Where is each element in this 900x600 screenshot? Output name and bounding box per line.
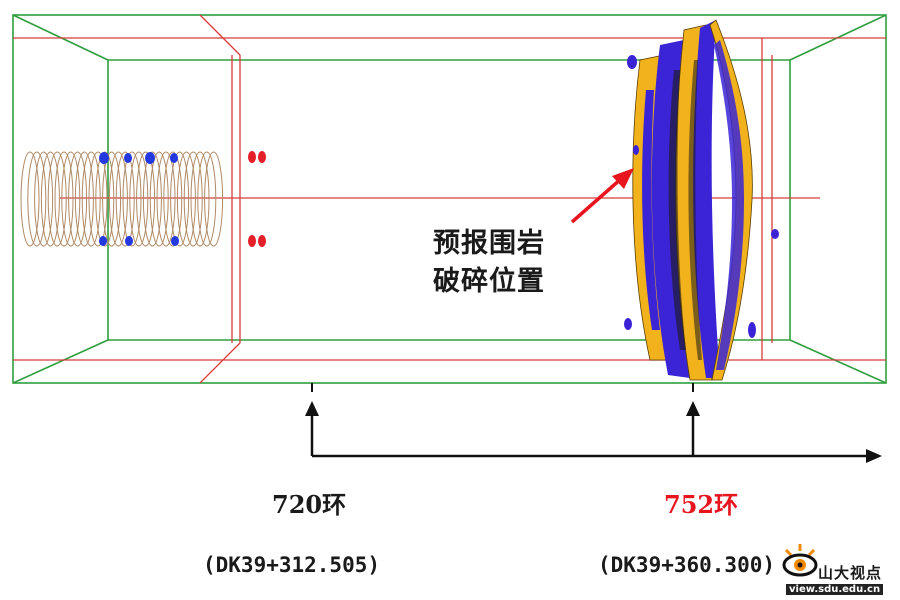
ring-720-mileage: (DK39+312.505) bbox=[203, 553, 381, 577]
coil-ring bbox=[149, 151, 169, 247]
coil-ring bbox=[183, 151, 203, 247]
red-sensors bbox=[248, 151, 266, 247]
coil-ring bbox=[20, 151, 40, 247]
coil-ring bbox=[156, 151, 176, 247]
eye-logo-icon bbox=[782, 544, 818, 577]
ring-720-label: 720环 bbox=[272, 490, 347, 519]
source-coil bbox=[20, 151, 224, 247]
logo-name: 山大视点 bbox=[818, 564, 883, 582]
sensor-dot bbox=[124, 153, 132, 163]
coil-ring bbox=[204, 151, 224, 247]
coil-ring bbox=[108, 151, 128, 247]
sensor-dot bbox=[248, 151, 256, 163]
coil-ring bbox=[40, 151, 60, 247]
coil-ring bbox=[68, 151, 88, 247]
coil-ring bbox=[95, 151, 115, 247]
distance-axis bbox=[305, 383, 882, 463]
annotation-line-1: 预报围岩 bbox=[433, 228, 545, 259]
ring-752-mileage: (DK39+360.300) bbox=[598, 553, 776, 577]
sensor-dot bbox=[171, 236, 179, 246]
annotation-label: 预报围岩 破碎位置 bbox=[433, 225, 545, 301]
sensor-dot bbox=[170, 153, 178, 163]
coil-ring bbox=[176, 151, 196, 247]
coil-ring bbox=[115, 151, 135, 247]
coil-ring bbox=[34, 151, 54, 247]
ring-752-label: 752环 bbox=[664, 490, 739, 519]
coil-ring bbox=[54, 151, 74, 247]
sensor-dot bbox=[99, 152, 109, 164]
sensor-dot bbox=[248, 235, 256, 247]
sensor-dot bbox=[125, 236, 133, 246]
coil-ring bbox=[81, 151, 101, 247]
coil-ring bbox=[61, 151, 81, 247]
logo-url: view.sdu.edu.cn bbox=[786, 584, 884, 595]
coil-ring bbox=[197, 151, 217, 247]
coil-ring bbox=[122, 151, 142, 247]
coil-ring bbox=[190, 151, 210, 247]
coil-ring bbox=[142, 151, 162, 247]
coil-ring bbox=[27, 151, 47, 247]
coil-ring bbox=[88, 151, 108, 247]
annotation-line-2: 破碎位置 bbox=[433, 266, 545, 297]
coil-ring bbox=[163, 151, 183, 247]
coil-ring bbox=[102, 151, 122, 247]
coil-ring bbox=[170, 151, 190, 247]
coil-ring bbox=[47, 151, 67, 247]
sensor-dot bbox=[258, 235, 266, 247]
site-logo: 山大视点 view.sdu.edu.cn bbox=[780, 540, 898, 598]
coil-ring bbox=[74, 151, 94, 247]
inner-section-lines bbox=[13, 14, 886, 384]
sensor-dot bbox=[99, 236, 107, 246]
coil-ring bbox=[136, 151, 156, 247]
blue-sensors bbox=[99, 152, 179, 246]
pointer-arrow bbox=[570, 168, 634, 224]
fracture-anomaly-zone bbox=[624, 19, 779, 381]
sensor-dot bbox=[145, 152, 155, 164]
coil-ring bbox=[129, 151, 149, 247]
sensor-dot bbox=[258, 151, 266, 163]
